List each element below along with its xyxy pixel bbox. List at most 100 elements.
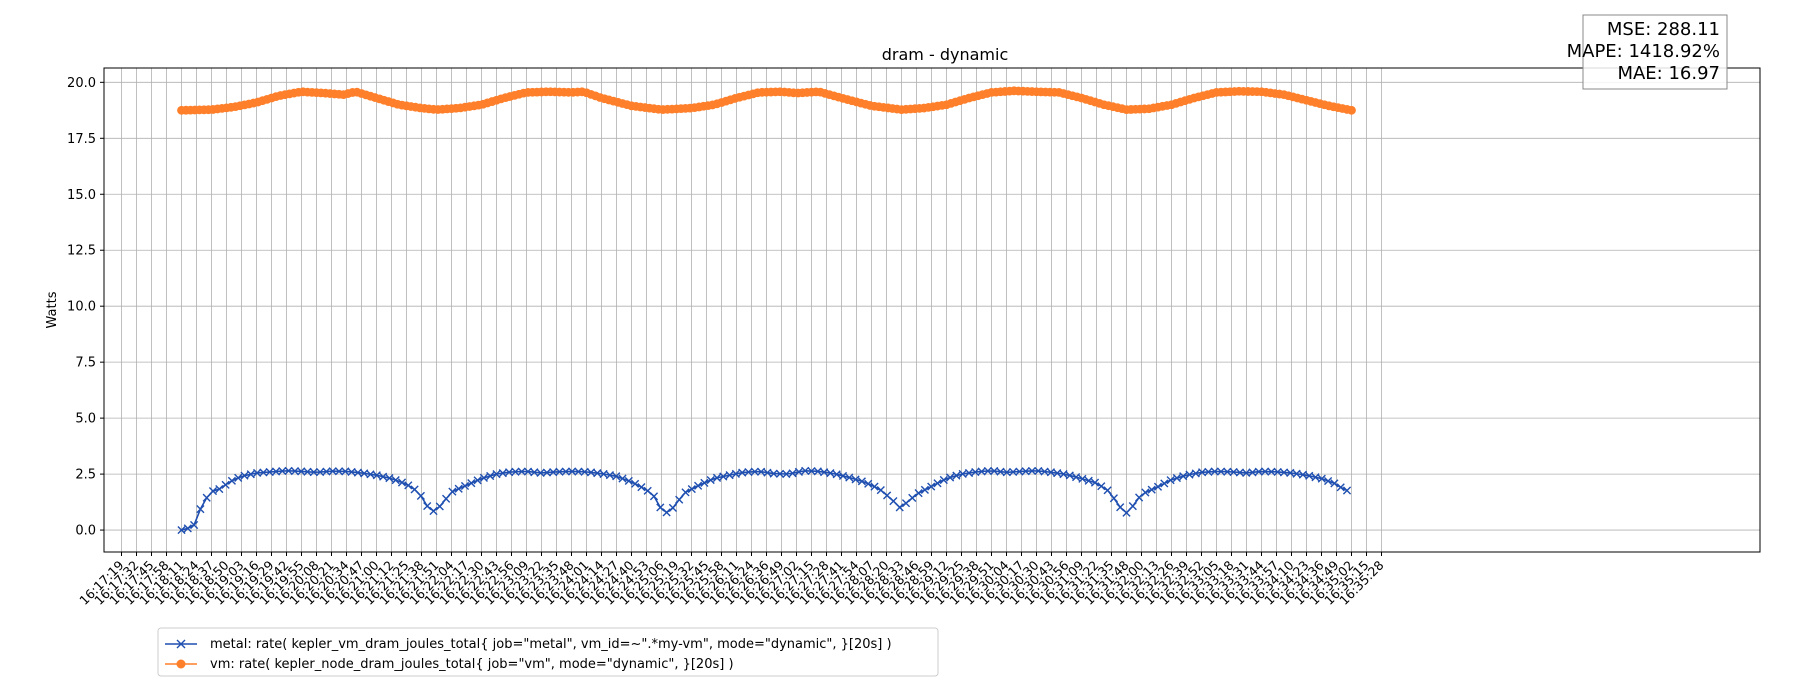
data-point xyxy=(183,524,192,533)
data-point xyxy=(410,485,419,494)
data-point xyxy=(1273,467,1282,477)
data-point xyxy=(1279,468,1289,477)
data-point xyxy=(757,467,766,476)
data-point xyxy=(662,508,671,517)
data-point xyxy=(498,469,507,478)
data-point xyxy=(549,468,558,477)
y-tick-label: 0.0 xyxy=(75,524,96,539)
stats-box-frame xyxy=(1582,14,1728,90)
data-point xyxy=(820,468,829,477)
data-point xyxy=(1021,467,1030,476)
data-point xyxy=(864,479,873,488)
data-point xyxy=(649,492,659,501)
data-point xyxy=(1109,494,1118,503)
data-point xyxy=(1336,483,1345,492)
data-point xyxy=(486,471,495,481)
data-point xyxy=(1311,473,1320,482)
data-point xyxy=(246,470,255,479)
data-point xyxy=(694,481,703,490)
data-point xyxy=(1053,469,1062,478)
data-point xyxy=(1191,469,1200,478)
stats-box: MSE: 288.11 MAPE: 1418.92% MAE: 16.97 xyxy=(1567,14,1728,90)
data-point xyxy=(599,469,608,479)
data-point xyxy=(946,473,955,482)
data-point xyxy=(1135,493,1144,502)
data-point xyxy=(895,503,904,512)
data-point xyxy=(379,472,388,481)
data-point xyxy=(700,478,709,487)
data-point xyxy=(372,471,381,480)
y-tick-label: 10.0 xyxy=(67,300,96,315)
data-point xyxy=(1072,473,1081,482)
data-point xyxy=(838,471,848,481)
data-point xyxy=(574,467,583,476)
data-point xyxy=(492,469,501,479)
data-point xyxy=(725,471,734,480)
data-point xyxy=(750,467,759,476)
data-point xyxy=(1347,105,1356,115)
data-point xyxy=(416,491,425,500)
data-point xyxy=(1342,486,1352,495)
data-point xyxy=(901,499,911,508)
data-point xyxy=(196,505,205,514)
data-point xyxy=(555,467,564,476)
data-point xyxy=(404,481,413,490)
data-point xyxy=(1141,488,1150,497)
data-point xyxy=(889,497,898,506)
data-point xyxy=(1153,482,1163,491)
data-point xyxy=(1166,476,1175,485)
data-point xyxy=(1027,466,1037,476)
data-point xyxy=(687,484,696,494)
legend-frame xyxy=(157,627,939,677)
data-point xyxy=(568,467,577,476)
data-point xyxy=(964,468,974,478)
stats-mse: MSE: 288.11 xyxy=(1607,19,1720,40)
data-point xyxy=(763,468,772,477)
data-point xyxy=(1229,467,1238,477)
data-point xyxy=(517,467,526,476)
data-point xyxy=(1235,468,1244,477)
data-point xyxy=(505,468,514,477)
data-point xyxy=(952,471,961,480)
data-point xyxy=(454,484,463,493)
data-point xyxy=(1179,472,1188,481)
data-point xyxy=(1122,508,1131,517)
y-tick-label: 5.0 xyxy=(75,412,96,427)
data-point xyxy=(612,472,621,481)
data-point xyxy=(511,467,520,476)
data-point xyxy=(1267,467,1276,476)
data-point xyxy=(1090,478,1100,487)
data-point xyxy=(927,482,936,491)
data-point xyxy=(234,473,243,482)
data-point xyxy=(460,481,470,491)
data-point xyxy=(322,467,331,476)
data-point xyxy=(423,501,432,511)
data-point xyxy=(656,503,665,512)
data-point xyxy=(731,469,740,478)
data-point xyxy=(561,467,570,476)
data-point xyxy=(259,468,268,477)
data-point xyxy=(1317,474,1326,483)
stats-mape: MAPE: 1418.92% xyxy=(1567,41,1720,62)
legend-label-metal: metal: rate( kepler_vm_dram_joules_total… xyxy=(210,637,892,652)
data-point xyxy=(334,467,344,476)
data-point xyxy=(1216,467,1226,476)
data-point xyxy=(1185,470,1194,479)
data-point xyxy=(1002,468,1011,477)
data-point xyxy=(712,473,722,482)
data-point xyxy=(706,475,715,485)
data-point xyxy=(391,476,400,485)
data-point xyxy=(290,467,299,476)
data-point xyxy=(1292,469,1301,478)
series-layer xyxy=(177,86,1356,535)
data-point xyxy=(637,483,646,492)
data-point xyxy=(435,502,444,511)
y-axis-label: Watts xyxy=(45,291,60,328)
data-point xyxy=(605,471,614,480)
data-point xyxy=(1015,467,1024,476)
data-point xyxy=(983,466,992,476)
data-point xyxy=(1223,467,1232,476)
data-point xyxy=(857,477,866,486)
data-point xyxy=(1046,468,1055,477)
